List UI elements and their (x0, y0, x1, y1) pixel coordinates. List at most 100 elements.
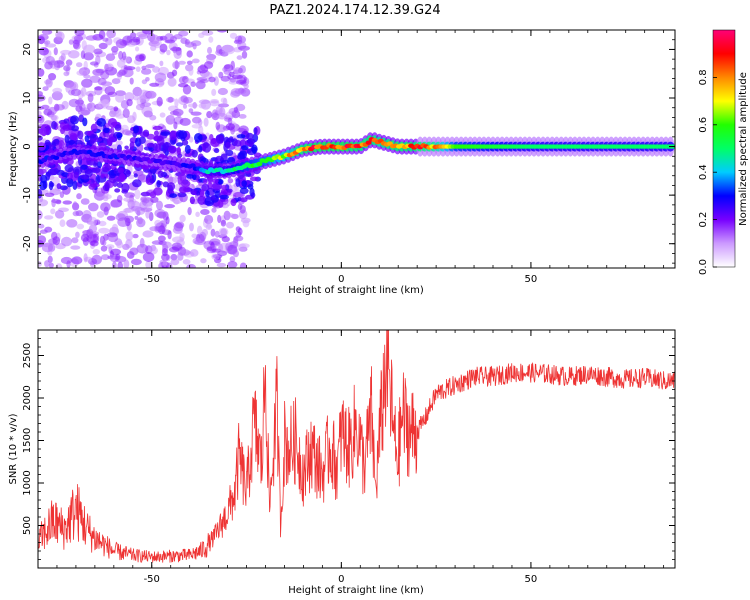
snr-ticks: -50 0 50 500 1000 1500 2000 2500 (22, 330, 675, 585)
heatmap-cell (70, 88, 82, 97)
heatmap-cell (132, 233, 139, 239)
x-tick-label: 50 (525, 574, 538, 585)
heatmap-cell (96, 161, 103, 169)
heatmap-cell (172, 61, 181, 69)
heatmap-cell (88, 224, 98, 233)
heatmap-cell (80, 87, 87, 97)
heatmap-cell (63, 65, 71, 72)
heatmap-cell (137, 247, 144, 253)
heatmap-cell (179, 214, 186, 223)
heatmap-cell (173, 121, 178, 130)
heatmap-cell (166, 49, 171, 56)
heatmap-cell (158, 235, 166, 242)
heatmap-cell (239, 262, 247, 268)
y-tick-label: 500 (22, 516, 33, 535)
heatmap-cell (137, 216, 143, 225)
heatmap-cell (128, 201, 137, 207)
heatmap-cell (180, 180, 191, 188)
heatmap-cell (72, 201, 78, 210)
heatmap-cell (198, 99, 211, 104)
heatmap-cell (175, 142, 184, 147)
heatmap-cell (190, 81, 196, 87)
heatmap-cell (100, 245, 108, 252)
heatmap-cell (230, 198, 237, 207)
heatmap-cell (225, 141, 231, 149)
heatmap-cell (61, 236, 72, 247)
heatmap-cell (59, 191, 65, 198)
heatmap-cell (102, 239, 107, 246)
heatmap-cell (238, 45, 250, 51)
heatmap-cell (75, 231, 80, 238)
heatmap-cell (66, 177, 74, 188)
heatmap-cell (209, 100, 220, 107)
heatmap-cell (194, 133, 203, 143)
heatmap-cell (166, 97, 175, 103)
heatmap-cell (208, 76, 216, 83)
heatmap-cell (85, 35, 98, 41)
heatmap-cell (190, 111, 202, 116)
heatmap-cell (162, 181, 169, 188)
heatmap-cell (191, 124, 203, 129)
heatmap-cell (198, 32, 205, 38)
heatmap-cell (253, 127, 258, 135)
heatmap-cell (90, 123, 98, 133)
heatmap-cell (114, 255, 127, 263)
heatmap-cell (211, 253, 220, 260)
heatmap-cell (176, 112, 182, 118)
heatmap-cell (70, 115, 79, 125)
heatmap-cell (117, 261, 123, 268)
heatmap-cell (203, 141, 209, 149)
heatmap-cell (215, 121, 221, 131)
heatmap-cell (100, 202, 111, 212)
heatmap-cell (206, 220, 212, 229)
heatmap-cell (192, 237, 202, 245)
heatmap-cell (45, 78, 53, 88)
heatmap-cell (132, 179, 142, 188)
y-tick-label: 2500 (22, 343, 33, 368)
heatmap-cell (145, 260, 152, 268)
heatmap-cell (66, 219, 78, 228)
heatmap-cell (164, 39, 176, 44)
heatmap-cell (104, 86, 116, 96)
heatmap-cell (233, 67, 242, 76)
heatmap-cell (77, 130, 84, 140)
heatmap-cell (51, 199, 62, 204)
heatmap-cell (71, 237, 79, 244)
heatmap-cell (154, 72, 167, 83)
colorbar-tick-label: 0.6 (698, 117, 709, 133)
snr-frame (37, 329, 676, 569)
heatmap-cell (65, 84, 71, 93)
heatmap-cell (217, 87, 228, 96)
heatmap-cell (38, 47, 49, 56)
heatmap-cell (53, 155, 60, 160)
colorbar-label: Normalized spectral amplitude (738, 72, 749, 226)
heatmap-cell (121, 51, 127, 61)
heatmap-cell (167, 77, 177, 87)
heatmap-cell (235, 178, 241, 187)
heatmap-cell (98, 42, 108, 50)
heatmap-cell (149, 226, 160, 232)
heatmap-cell (133, 95, 140, 101)
heatmap-cell (140, 196, 148, 203)
heatmap-cell (38, 261, 42, 267)
heatmap-cell (65, 59, 73, 66)
heatmap-cell (150, 44, 157, 52)
heatmap-cell (90, 240, 99, 247)
heatmap-cell (220, 75, 231, 82)
heatmap-cell (116, 71, 123, 78)
heatmap-cell (232, 249, 239, 258)
heatmap-cell (187, 103, 198, 108)
heatmap-cell (235, 79, 247, 85)
heatmap-cell (115, 140, 123, 146)
heatmap-cell (169, 130, 177, 141)
heatmap-cell (198, 103, 207, 109)
heatmap-cell (140, 207, 153, 212)
heatmap-cell (67, 172, 74, 180)
heatmap-cell (123, 259, 130, 268)
heatmap-cell (167, 184, 174, 195)
heatmap-cell (225, 123, 235, 131)
heatmap-cell (206, 246, 213, 251)
figure-title: PAZ1.2024.174.12.39.G24 (269, 3, 440, 18)
heatmap-cell (132, 36, 141, 43)
x-tick-label: 50 (525, 274, 538, 285)
